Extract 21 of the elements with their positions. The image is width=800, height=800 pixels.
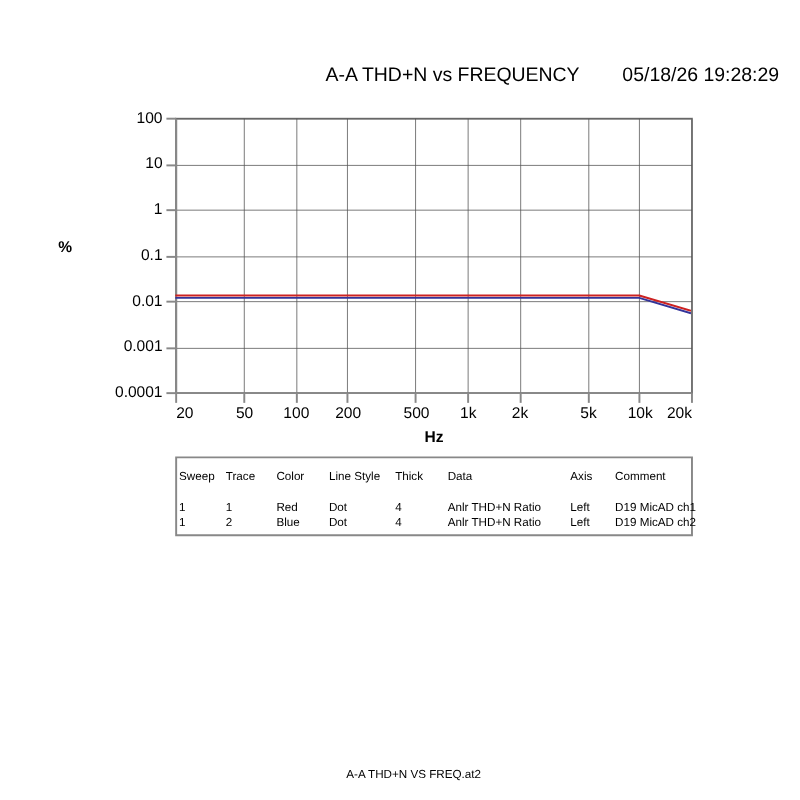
x-tick-label: 1k: [460, 404, 477, 423]
y-tick-label: 0.001: [123, 337, 163, 356]
y-axis-title: %: [58, 238, 73, 257]
x-tick-label: 100: [283, 404, 311, 423]
x-axis-title: Hz: [424, 427, 444, 446]
chart-title: A-A THD+N vs FREQUENCY: [325, 64, 581, 87]
y-tick-label: 10: [145, 154, 164, 173]
y-tick-label: 1: [153, 200, 163, 219]
x-tick-label: 20: [176, 404, 195, 423]
x-tick-label: 500: [403, 404, 431, 423]
x-tick-label: 50: [235, 404, 255, 423]
y-tick-label: 100: [136, 108, 164, 127]
y-tick-label: 0.0001: [115, 383, 163, 402]
x-tick-label: 10k: [627, 404, 653, 423]
x-tick-label: 200: [335, 404, 363, 423]
x-tick-label: 5k: [580, 404, 597, 423]
y-tick-label: 0.01: [132, 291, 163, 310]
y-tick-label: 0.1: [140, 245, 163, 264]
x-tick-label: 20k: [666, 404, 693, 423]
chart-subtitle: 05/18/26 19:28:29: [622, 64, 780, 87]
x-tick-label: 2k: [511, 404, 529, 423]
